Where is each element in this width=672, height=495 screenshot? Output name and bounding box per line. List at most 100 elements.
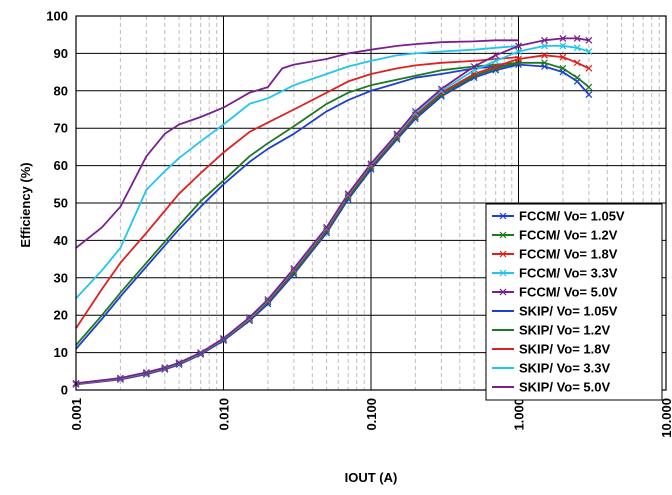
data-point-marker (559, 35, 567, 42)
data-point-marker (492, 51, 500, 59)
data-point-marker (411, 109, 419, 117)
plot-frame (75, 15, 667, 391)
legend-label: FCCM/ Vo= 1.8V (519, 247, 618, 262)
axes: 0 10 20 30 40 50 60 70 80 90 100 0.001 0.010 0.100 1.0… (46, 9, 672, 438)
legend-label: FCCM/ Vo= 5.0V (519, 285, 618, 300)
legend-entry: FCCM/ Vo= 3.3V (492, 266, 618, 281)
y-tick-label: 80 (54, 83, 68, 98)
data-point-marker (573, 44, 581, 52)
legend-entry: SKIP/ Vo= 3.3V (492, 361, 610, 376)
data-point-marker (573, 59, 581, 67)
data-point-marker (559, 53, 567, 61)
y-tick-label: 90 (54, 46, 68, 61)
legend-entry: FCCM/ Vo= 5.0V (492, 285, 618, 300)
data-point-marker (220, 334, 227, 342)
legend-entry: SKIP/ Vo= 1.05V (492, 304, 618, 319)
series-line (75, 39, 519, 249)
legend-label: FCCM/ Vo= 3.3V (519, 266, 618, 281)
data-point-marker (344, 190, 352, 198)
data-point-marker (393, 132, 401, 140)
legend-entry: FCCM/ Vo= 1.8V (492, 247, 618, 262)
data-point-marker (585, 91, 593, 98)
data-point-marker (541, 59, 548, 67)
data-point-marker (541, 42, 548, 50)
series-line (75, 61, 519, 346)
y-tick-label: 20 (54, 308, 68, 323)
x-tick-label: 10.000 (659, 398, 672, 438)
legend-label: SKIP/ Vo= 3.3V (519, 361, 610, 376)
data-point-marker (559, 64, 567, 72)
data-point-marker (515, 42, 522, 50)
legend: FCCM/ Vo= 1.05V FCCM/ Vo= 1.2V FCCM/ Vo= 1… (485, 203, 663, 401)
data-point-marker (515, 48, 522, 55)
data-point-marker (367, 162, 375, 170)
legend-label: FCCM/ Vo= 1.2V (519, 228, 618, 243)
data-point-marker (492, 63, 500, 70)
data-point-marker (220, 337, 227, 345)
x-tick-label: 1.000 (512, 398, 527, 431)
data-point-marker (515, 61, 522, 69)
y-axis-title: Efficiency (%) (18, 162, 33, 247)
data-point-marker (411, 107, 419, 115)
y-tick-label: 10 (54, 345, 68, 360)
data-point-marker (470, 63, 478, 70)
data-point-marker (541, 51, 548, 59)
y-tick-label: 70 (54, 121, 68, 136)
x-tick-label: 0.010 (217, 398, 232, 431)
x-tick-label: 0.100 (364, 398, 379, 431)
data-point-marker (367, 160, 375, 168)
x-tick-label: 0.001 (69, 398, 84, 431)
series-line (75, 63, 519, 350)
data-point-marker (585, 64, 593, 72)
data-point-marker (246, 314, 253, 321)
y-tick-label: 30 (54, 270, 68, 285)
legend-box (485, 203, 663, 401)
series-markers (72, 35, 593, 388)
data-point-marker (290, 266, 298, 274)
data-point-marker (116, 374, 124, 382)
data-point-marker (393, 130, 401, 138)
x-axis-title: IOUT (A) (345, 470, 398, 485)
data-point-marker (573, 35, 581, 42)
data-point-marker (175, 359, 183, 367)
y-tick-label: 60 (54, 158, 68, 173)
data-point-marker (142, 368, 150, 376)
legend-entry: SKIP/ Vo= 1.2V (492, 323, 610, 338)
legend-entry: FCCM/ Vo= 1.05V (492, 209, 625, 224)
data-point-marker (264, 296, 272, 303)
legend-entry: FCCM/ Vo= 1.2V (492, 228, 618, 243)
data-point-marker (541, 36, 548, 44)
series-line (75, 56, 519, 329)
y-tick-label: 50 (54, 196, 68, 211)
data-point-marker (437, 87, 445, 95)
data-point-marker (290, 265, 298, 272)
data-point-marker (492, 64, 500, 72)
data-point-marker (437, 85, 445, 93)
legend-label: SKIP/ Vo= 5.0V (519, 380, 610, 395)
data-point-marker (470, 72, 478, 80)
data-point-marker (264, 298, 272, 306)
data-point-marker (585, 36, 593, 44)
y-tick-label: 40 (54, 233, 68, 248)
legend-label: SKIP/ Vo= 1.8V (519, 342, 610, 357)
data-point-marker (585, 83, 593, 91)
legend-label: FCCM/ Vo= 1.05V (519, 209, 625, 224)
data-point-marker (559, 42, 567, 50)
legend-entry: SKIP/ Vo= 5.0V (492, 380, 610, 395)
legend-entry: SKIP/ Vo= 1.8V (492, 342, 610, 357)
data-point-marker (515, 55, 522, 63)
data-point-marker (323, 225, 331, 233)
data-point-marker (344, 192, 352, 199)
data-point-marker (573, 74, 581, 82)
series-line (75, 45, 519, 300)
data-point-marker (197, 349, 205, 357)
data-point-marker (492, 57, 500, 65)
data-point-marker (585, 48, 593, 55)
y-tick-label: 0 (61, 383, 68, 398)
legend-label: SKIP/ Vo= 1.2V (519, 323, 610, 338)
y-tick-label: 100 (46, 9, 68, 24)
data-point-marker (323, 223, 331, 231)
legend-label: SKIP/ Vo= 1.05V (519, 304, 618, 319)
data-point-marker (161, 364, 169, 371)
